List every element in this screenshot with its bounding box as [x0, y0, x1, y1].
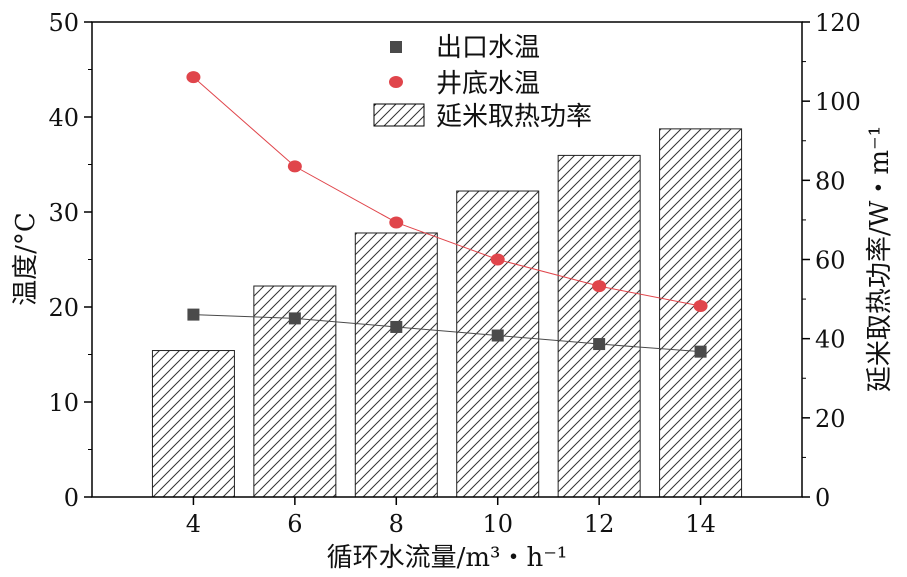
- bottom-temp-line: [193, 76, 701, 307]
- x-tick-label-14: 14: [685, 510, 716, 538]
- outlet-temp-point-14: [694, 345, 707, 358]
- y-left-tick-label-20: 20: [48, 294, 79, 322]
- bottom-temp-point-6: [287, 160, 302, 173]
- y-right-tick-label-120: 120: [815, 9, 861, 37]
- y-right-tick-label-40: 40: [815, 326, 846, 354]
- bottom-temp-point-10: [490, 253, 505, 266]
- y-right-tick-label-0: 0: [815, 484, 830, 512]
- outlet-temp-point-12: [593, 338, 606, 351]
- y-right-tick-label-100: 100: [815, 88, 861, 116]
- power-bar-14: [659, 128, 743, 498]
- x-tick-label-10: 10: [482, 510, 513, 538]
- axis-ticks: 4 6 8 10 12 14 0 10 20 30 40 50 0 20 40 60 80 100 120: [48, 9, 860, 538]
- y-right-tick-label-80: 80: [815, 167, 846, 195]
- y-left-tick-label-10: 10: [48, 389, 79, 417]
- legend-marker-bottom-temp: [389, 76, 403, 88]
- y-axis-left-title: 温度/°C: [11, 212, 41, 306]
- y-left-tick-label-40: 40: [48, 104, 79, 132]
- outlet-temp-point-10: [491, 329, 504, 342]
- y-right-tick-label-60: 60: [815, 247, 846, 275]
- x-axis-title: 循环水流量/m³・h⁻¹: [327, 543, 568, 573]
- power-bar-10: [456, 190, 540, 498]
- x-tick-label-6: 6: [287, 510, 302, 538]
- bottom-temp-point-8: [389, 216, 404, 229]
- legend: 出口水温 井底水温 延米取热功率: [373, 33, 592, 132]
- bottom-temp-point-4: [186, 71, 201, 84]
- outlet-temp-point-8: [390, 320, 403, 333]
- legend-marker-power: [373, 103, 425, 127]
- y-left-tick-label-0: 0: [64, 484, 79, 512]
- temperature-lines: [186, 71, 708, 358]
- legend-marker-outlet-temp: [390, 41, 402, 53]
- outlet-temp-point-4: [187, 308, 200, 321]
- y-left-tick-label-30: 30: [48, 199, 79, 227]
- power-bar-12: [557, 154, 641, 498]
- outlet-temp-line: [193, 314, 701, 353]
- y-right-tick-label-20: 20: [815, 405, 846, 433]
- power-bar-8: [354, 232, 438, 498]
- y-left-tick-label-50: 50: [48, 9, 79, 37]
- legend-label-outlet-temp: 出口水温: [436, 33, 540, 63]
- power-bar-4: [151, 350, 235, 498]
- x-tick-label-4: 4: [186, 510, 201, 538]
- power-bars: [151, 128, 743, 498]
- legend-label-power: 延米取热功率: [436, 102, 592, 132]
- x-tick-label-12: 12: [584, 510, 615, 538]
- x-tick-label-8: 8: [389, 510, 404, 538]
- y-axis-right-title: 延米取热功率/W・m⁻¹: [865, 126, 895, 392]
- bottom-temp-point-12: [592, 280, 607, 293]
- outlet-temp-point-6: [288, 312, 301, 325]
- bottom-temp-point-14: [693, 300, 708, 313]
- legend-label-bottom-temp: 井底水温: [436, 69, 540, 99]
